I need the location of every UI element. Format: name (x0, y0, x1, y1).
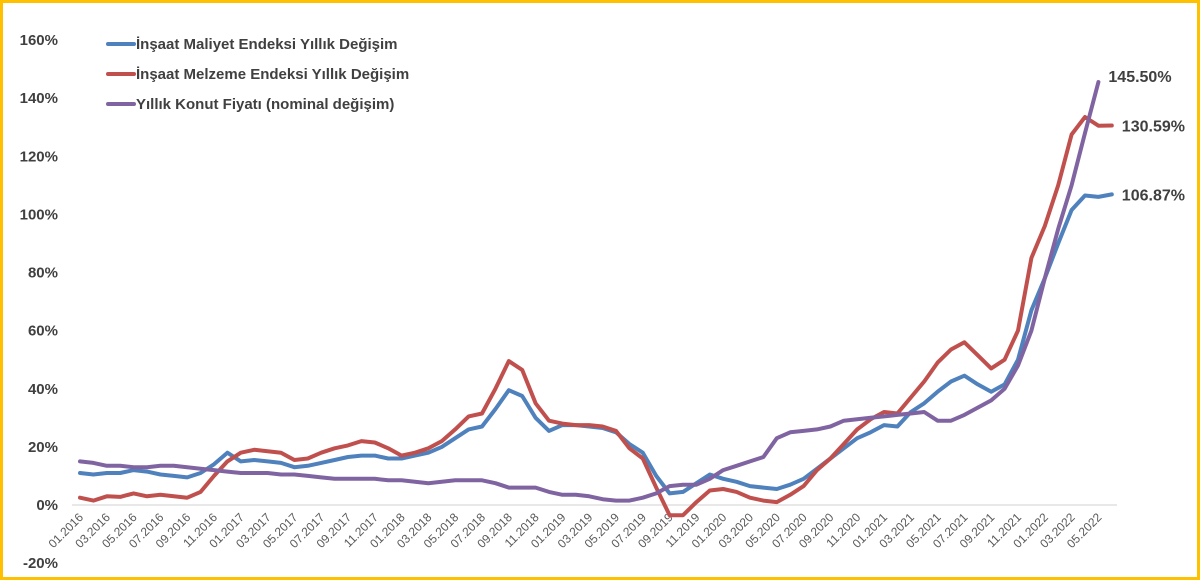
y-tick-label: 140% (20, 90, 58, 107)
end-data-label: 145.50% (1108, 69, 1171, 86)
y-tick-label: 120% (20, 148, 58, 165)
y-tick-label: 20% (28, 439, 58, 456)
y-tick-label: 160% (20, 32, 58, 49)
end-data-label: 106.87% (1122, 187, 1185, 204)
end-data-label: 130.59% (1122, 118, 1185, 135)
legend-label: Yıllık Konut Fiyatı (nominal değişim) (136, 96, 394, 113)
legend-label: İnşaat Maliyet Endeksi Yıllık Değişim (136, 36, 398, 53)
series-line-0 (78, 192, 1114, 496)
y-tick-label: 80% (28, 265, 58, 282)
x-axis: 01.201603.201605.201607.201609.201611.20… (46, 510, 1105, 551)
y-tick-label: 100% (20, 206, 58, 223)
y-tick-label: -20% (23, 555, 58, 572)
series-lines: 106.87% 130.59% 145.50% (78, 69, 1185, 518)
legend-label: İnşaat Melzeme Endeksi Yıllık Değişim (136, 66, 409, 83)
y-axis: -20% 0% 20% 40% 60% 80% 100% 120% 140% 160% (20, 32, 58, 572)
series-line-2 (78, 80, 1101, 503)
y-tick-label: 0% (36, 497, 58, 514)
legend: İnşaat Maliyet Endeksi Yıllık Değişim İnş… (106, 36, 409, 113)
y-tick-label: 60% (28, 323, 58, 340)
series-line-1 (78, 115, 1114, 518)
y-tick-label: 40% (28, 381, 58, 398)
